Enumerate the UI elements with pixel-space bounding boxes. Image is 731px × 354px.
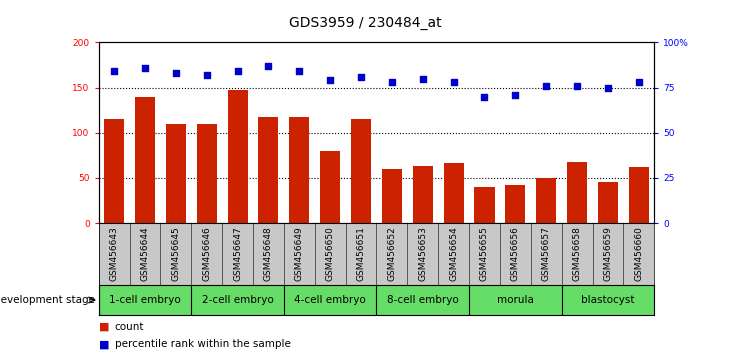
Text: GSM456655: GSM456655 (480, 227, 489, 281)
Text: GSM456654: GSM456654 (449, 227, 458, 281)
Text: 1-cell embryo: 1-cell embryo (109, 295, 181, 305)
Point (633, 79, 645, 85)
Bar (104, 119, 124, 223)
Point (479, 94, 491, 99)
Bar (567, 162, 587, 223)
Text: GSM456652: GSM456652 (387, 227, 396, 281)
Text: 4-cell embryo: 4-cell embryo (295, 295, 366, 305)
Point (201, 72, 213, 78)
Text: GSM456651: GSM456651 (357, 227, 366, 281)
Text: GSM456657: GSM456657 (542, 227, 550, 281)
Text: ■: ■ (99, 339, 109, 349)
Text: 2-cell embryo: 2-cell embryo (202, 295, 273, 305)
Text: 8-cell embryo: 8-cell embryo (387, 295, 458, 305)
Text: GSM456643: GSM456643 (110, 227, 118, 281)
Point (510, 92, 521, 98)
Point (325, 78, 336, 83)
Point (571, 83, 583, 88)
Bar (320, 151, 340, 223)
Text: GSM456658: GSM456658 (572, 227, 582, 281)
Bar (536, 178, 556, 223)
Text: percentile rank within the sample: percentile rank within the sample (115, 339, 291, 349)
Bar (598, 182, 618, 223)
Text: GSM456653: GSM456653 (418, 227, 427, 281)
Text: GSM456656: GSM456656 (511, 227, 520, 281)
Text: GSM456649: GSM456649 (295, 227, 304, 281)
Point (108, 69, 120, 74)
Bar (289, 116, 309, 223)
Bar (413, 166, 433, 223)
Bar (382, 169, 402, 223)
Bar (197, 124, 216, 223)
Point (262, 63, 274, 69)
Bar (444, 162, 463, 223)
Point (417, 76, 428, 81)
Point (170, 70, 182, 76)
Text: GSM456659: GSM456659 (604, 227, 613, 281)
Point (386, 79, 398, 85)
Point (139, 65, 151, 70)
Point (448, 79, 460, 85)
Bar (351, 119, 371, 223)
Text: GSM456650: GSM456650 (326, 227, 335, 281)
Bar (505, 185, 526, 223)
Text: morula: morula (497, 295, 534, 305)
Text: ■: ■ (99, 322, 109, 332)
Point (232, 69, 243, 74)
Bar (259, 116, 279, 223)
Text: blastocyst: blastocyst (581, 295, 635, 305)
Bar (166, 124, 186, 223)
Bar (135, 97, 155, 223)
Text: GSM456644: GSM456644 (140, 227, 149, 281)
Text: GDS3959 / 230484_at: GDS3959 / 230484_at (289, 16, 442, 30)
Text: GSM456647: GSM456647 (233, 227, 242, 281)
Text: GSM456646: GSM456646 (202, 227, 211, 281)
Text: GSM456648: GSM456648 (264, 227, 273, 281)
Point (540, 83, 552, 88)
Point (602, 85, 614, 91)
Text: development stage: development stage (0, 295, 95, 305)
Bar (629, 167, 649, 223)
Bar (474, 187, 494, 223)
Text: GSM456660: GSM456660 (635, 227, 643, 281)
Bar (227, 90, 248, 223)
Point (355, 74, 367, 80)
Point (293, 69, 305, 74)
Text: count: count (115, 322, 144, 332)
Text: GSM456645: GSM456645 (171, 227, 181, 281)
